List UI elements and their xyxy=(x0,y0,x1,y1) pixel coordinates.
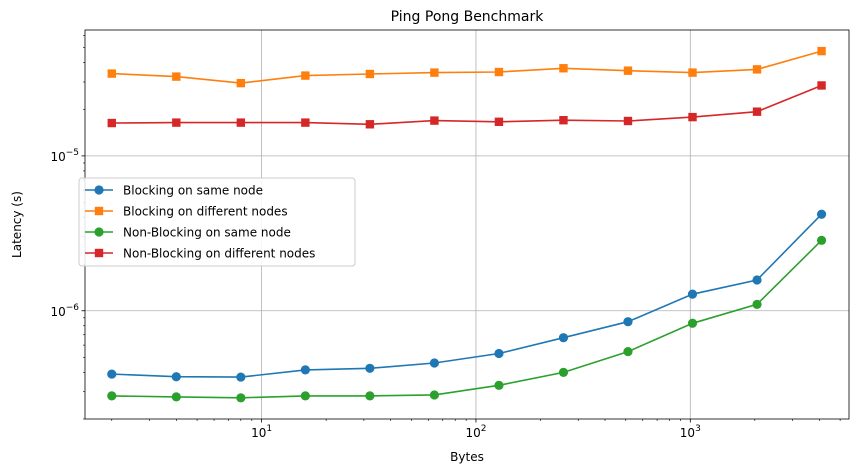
series-line xyxy=(111,50,822,84)
legend-item: Non-Blocking on different nodes xyxy=(85,247,315,261)
data-point xyxy=(300,365,310,375)
y-tick-label: 10−5 xyxy=(50,148,79,164)
x-tick-label: 102 xyxy=(465,424,486,440)
x-axis: 101 102 103 xyxy=(111,419,841,440)
series-line xyxy=(111,84,822,126)
legend-item: Non-Blocking on same node xyxy=(85,226,291,240)
data-point xyxy=(752,299,762,309)
data-point xyxy=(816,209,827,219)
series-3 xyxy=(107,235,827,403)
chart-title: Ping Pong Benchmark xyxy=(391,9,545,25)
data-point xyxy=(623,116,633,126)
y-axis: 10−6 10−5 xyxy=(50,35,85,420)
data-point xyxy=(365,69,375,79)
data-point xyxy=(300,391,310,401)
data-point xyxy=(687,318,698,328)
data-point xyxy=(429,358,440,368)
data-point xyxy=(236,78,246,88)
data-point xyxy=(430,68,439,77)
grid xyxy=(85,30,849,419)
data-point xyxy=(429,390,440,400)
data-point xyxy=(107,69,116,78)
data-point xyxy=(752,275,762,285)
x-tick-label: 103 xyxy=(680,424,701,440)
series-group xyxy=(107,46,827,403)
data-point xyxy=(494,348,504,359)
legend-marker xyxy=(94,248,104,258)
data-point xyxy=(688,68,697,77)
legend-item: Blocking on different nodes xyxy=(85,205,288,219)
legend-item: Blocking on same node xyxy=(85,184,263,198)
data-point xyxy=(623,346,633,357)
data-point xyxy=(107,369,117,379)
series-4 xyxy=(107,81,826,129)
y-axis-label: Latency (s) xyxy=(10,191,24,258)
data-point xyxy=(236,118,246,127)
data-point xyxy=(171,372,181,382)
legend-label: Non-Blocking on same node xyxy=(123,226,291,240)
legend-label: Blocking on different nodes xyxy=(123,205,288,219)
data-point xyxy=(817,46,826,56)
legend: Blocking on same node Blocking on differe… xyxy=(78,177,356,267)
data-point xyxy=(430,116,439,125)
data-point xyxy=(494,67,504,77)
data-point xyxy=(365,391,375,401)
data-point xyxy=(817,81,826,90)
data-point xyxy=(301,118,310,127)
legend-marker xyxy=(94,227,104,237)
legend-marker xyxy=(94,185,104,195)
data-point xyxy=(623,66,633,75)
data-point xyxy=(752,107,762,116)
data-point xyxy=(236,393,246,403)
data-point xyxy=(688,112,697,122)
legend-label: Non-Blocking on different nodes xyxy=(123,247,315,261)
series-1 xyxy=(107,209,827,382)
data-point xyxy=(558,333,569,343)
data-point xyxy=(816,235,827,245)
data-point xyxy=(559,116,568,125)
legend-box xyxy=(78,177,356,267)
data-point xyxy=(301,71,310,80)
legend-label: Blocking on same node xyxy=(123,184,263,198)
data-point xyxy=(107,391,117,401)
data-point xyxy=(171,392,181,402)
x-axis-label: Bytes xyxy=(450,450,484,464)
data-point xyxy=(494,117,504,127)
x-tick-label: 101 xyxy=(251,424,272,440)
y-tick-label: 10−6 xyxy=(50,303,79,319)
data-point xyxy=(172,118,181,127)
legend-marker xyxy=(94,206,104,216)
data-point xyxy=(623,317,633,327)
data-point xyxy=(558,367,569,377)
data-point xyxy=(752,65,762,74)
data-point xyxy=(365,363,375,373)
data-point xyxy=(494,380,504,390)
series-2 xyxy=(107,46,826,88)
series-line xyxy=(111,213,823,378)
data-point xyxy=(687,289,698,299)
data-point xyxy=(236,372,246,382)
data-point xyxy=(107,118,116,128)
data-point xyxy=(559,64,568,73)
data-point xyxy=(365,120,375,129)
data-point xyxy=(172,72,181,81)
series-line xyxy=(111,239,823,399)
